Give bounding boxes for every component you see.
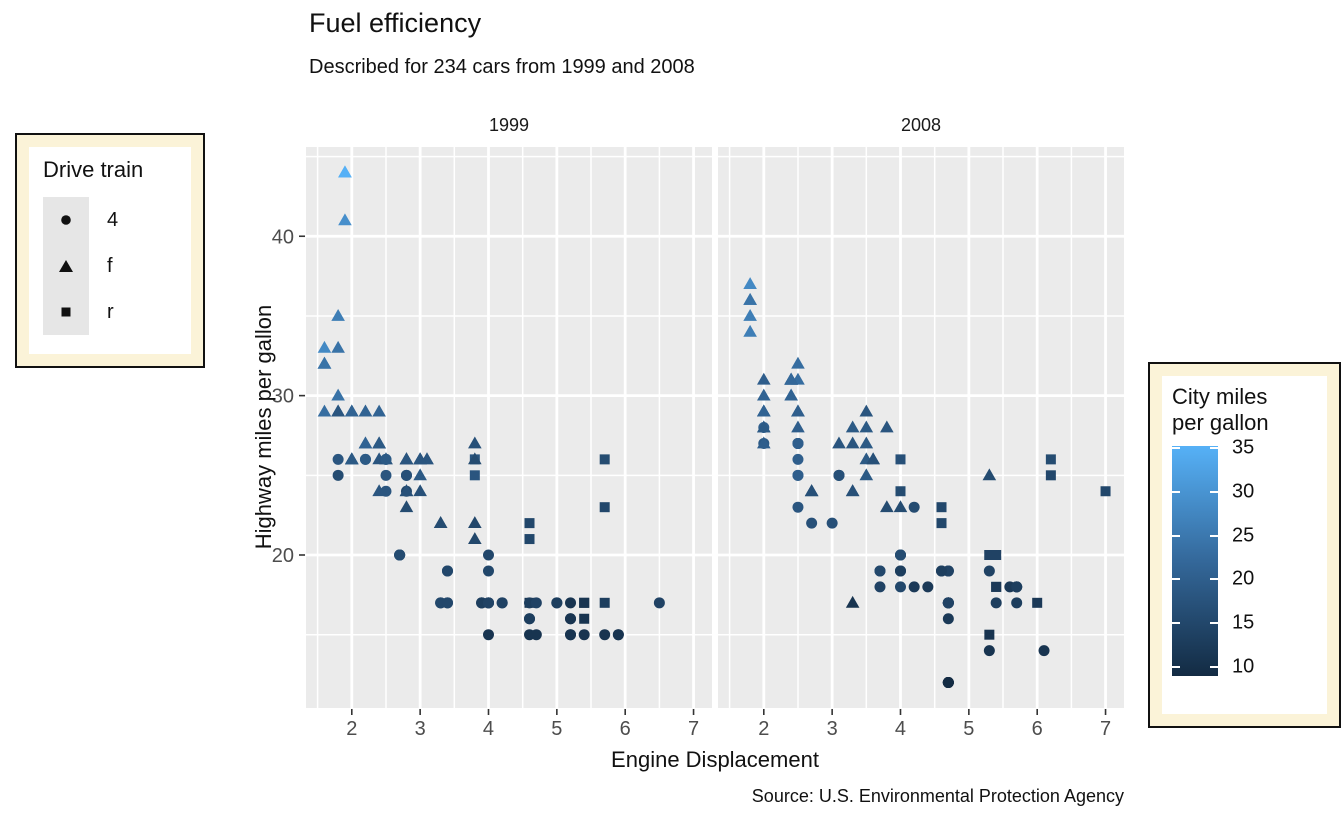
svg-text:4: 4 <box>483 718 494 740</box>
colorbar-tick-label: 20 <box>1232 567 1255 590</box>
colorbar-tick-mark <box>1172 490 1180 493</box>
colorbar-tick-label: 30 <box>1232 480 1255 503</box>
colorbar-tick-mark <box>1210 490 1218 493</box>
svg-text:5: 5 <box>551 718 562 740</box>
points-2008 <box>743 277 1111 688</box>
x-tick-labels-1999: 2 3 4 5 6 7 <box>346 718 699 740</box>
drive-train-legend-title: Drive train <box>43 157 144 182</box>
svg-text:4: 4 <box>895 718 906 740</box>
city-mpg-legend-title-line1: City miles <box>1172 384 1268 409</box>
y-axis-title: Highway miles per gallon <box>251 304 276 550</box>
legend-key-label-r: r <box>107 300 114 323</box>
city-mpg-legend-inner: City miles per gallon 35 30 25 20 15 10 <box>1162 376 1327 714</box>
points-1999 <box>317 165 665 641</box>
svg-text:3: 3 <box>415 718 426 740</box>
colorbar-tick-mark <box>1172 534 1180 537</box>
svg-text:20: 20 <box>272 545 294 567</box>
y-ticks <box>299 235 305 556</box>
colorbar-tick-label: 35 <box>1232 436 1255 459</box>
city-mpg-colorbar-row: 35 30 25 20 15 10 <box>1172 436 1327 684</box>
colorbar-tick-mark <box>1172 446 1180 449</box>
colorbar-tick-mark <box>1172 578 1180 581</box>
colorbar-tick-label: 10 <box>1232 655 1255 678</box>
city-mpg-legend-title-line2: per gallon <box>1172 410 1269 435</box>
legend-key-triangle-icon <box>43 243 89 289</box>
legend-key-row-f: f <box>43 243 191 289</box>
svg-text:2: 2 <box>346 718 357 740</box>
svg-text:7: 7 <box>1100 718 1111 740</box>
svg-text:2: 2 <box>758 718 769 740</box>
svg-text:6: 6 <box>1032 718 1043 740</box>
colorbar-tick-label: 15 <box>1232 611 1255 634</box>
chart-subtitle: Described for 234 cars from 1999 and 200… <box>309 56 695 78</box>
panel-1999: 2 3 4 5 6 7 <box>306 147 712 740</box>
x-ticks-1999 <box>350 709 695 715</box>
colorbar-tick-mark <box>1210 534 1218 537</box>
legend-key-row-r: r <box>43 289 191 335</box>
svg-text:3: 3 <box>827 718 838 740</box>
legend-key-row-4: 4 <box>43 197 191 243</box>
svg-text:6: 6 <box>620 718 631 740</box>
drive-train-legend-keys: 4 f r <box>43 197 191 335</box>
svg-text:40: 40 <box>272 226 294 248</box>
legend-key-label-4: 4 <box>107 208 119 231</box>
colorbar-tick-mark <box>1172 622 1180 625</box>
minor-gridlines-1999 <box>306 147 712 708</box>
legend-key-circle-icon <box>43 197 89 243</box>
colorbar-tick-mark <box>1210 666 1218 669</box>
legend-key-label-f: f <box>107 254 113 277</box>
x-tick-labels-2008: 2 3 4 5 6 7 <box>758 718 1111 740</box>
city-mpg-legend: City miles per gallon 35 30 25 20 15 10 <box>1148 362 1341 728</box>
colorbar-tick-mark <box>1210 446 1218 449</box>
colorbar-tick-label: 25 <box>1232 524 1255 547</box>
legend-key-square-icon <box>43 289 89 335</box>
major-gridlines-1999 <box>306 147 712 708</box>
colorbar-tick-mark <box>1210 578 1218 581</box>
chart-caption: Source: U.S. Environmental Protection Ag… <box>751 786 1124 806</box>
svg-text:30: 30 <box>272 386 294 408</box>
drive-train-legend-inner: Drive train 4 f <box>29 147 191 354</box>
colorbar-tick-mark <box>1172 666 1180 669</box>
colorbar-tick-mark <box>1210 622 1218 625</box>
svg-text:7: 7 <box>688 718 699 740</box>
facet-strip-1999: 1999 <box>488 115 530 135</box>
svg-text:5: 5 <box>963 718 974 740</box>
x-ticks-2008 <box>762 709 1107 715</box>
panel-2008: 2 3 4 5 6 7 <box>718 147 1124 740</box>
drive-train-legend: Drive train 4 f <box>15 133 205 368</box>
y-tick-labels: 20 30 40 <box>272 226 294 567</box>
facet-strip-2008: 2008 <box>900 115 942 135</box>
city-mpg-gradient-bar <box>1172 446 1218 676</box>
x-axis-title: Engine Displacement <box>611 747 819 772</box>
chart-title: Fuel efficiency <box>309 8 482 38</box>
